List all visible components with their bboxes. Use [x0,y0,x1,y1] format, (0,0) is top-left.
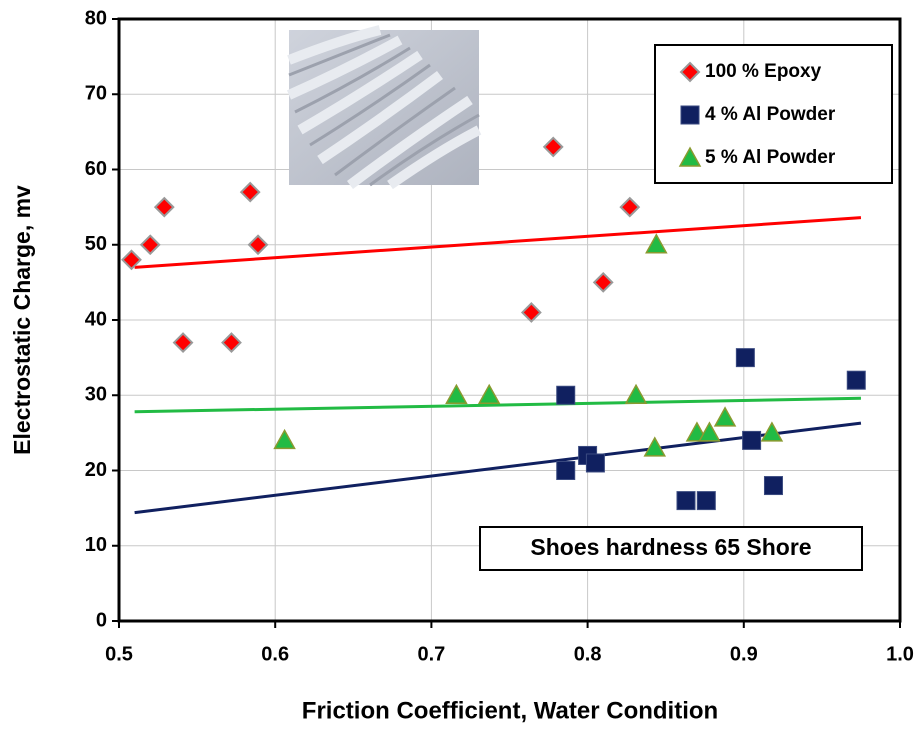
trend-line [134,421,862,515]
x-tick-label: 0.6 [261,643,289,665]
y-tick-label: 70 [85,83,107,105]
legend-label: 4 % Al Powder [705,104,836,125]
triangle-marker [698,421,721,442]
x-tick-label: 1.0 [886,643,914,665]
y-axis-label: Electrostatic Charge, mv [9,185,35,455]
x-tick-label: 0.8 [574,643,602,665]
diamond-marker [679,61,701,83]
legend-label: 100 % Epoxy [705,61,822,82]
square-marker [676,491,696,511]
inset-photo [286,25,482,190]
annotation: Shoes hardness 65 Shore [530,534,811,560]
diamond-marker [153,196,175,218]
legend-label: 5 % Al Powder [705,147,836,168]
diamond-marker [592,271,614,293]
square-marker [556,461,576,480]
triangle-marker [713,406,737,427]
y-tick-label: 40 [85,308,107,330]
trend-line [134,396,861,414]
y-tick-label: 0 [96,609,107,631]
diamond-marker [619,196,641,218]
triangle-marker [273,428,296,450]
diamond-marker [139,234,161,256]
diamond-marker [247,234,269,256]
diamond-marker [542,136,564,158]
plot-frame [117,17,902,623]
square-marker [846,370,866,390]
y-tick-label: 10 [85,534,107,556]
square-marker [763,476,783,496]
square-marker [556,385,576,405]
square-marker [742,430,762,450]
annotation-box [479,526,863,571]
x-tick-label: 0.5 [105,643,133,665]
y-tick-label: 60 [85,158,107,180]
x-axis-label: Friction Coefficient, Water Condition [302,697,718,724]
triangle-marker [645,233,668,254]
y-tick-label: 20 [85,459,107,481]
triangle-marker [445,383,468,404]
square-marker [680,105,700,125]
triangle-marker [477,383,501,404]
triangle-marker [643,436,667,457]
x-tick-label: 0.9 [730,643,758,665]
y-tick-label: 30 [85,384,107,406]
diamond-marker [121,249,142,271]
diamond-marker [239,181,261,203]
square-marker [735,348,755,368]
triangle-marker [678,146,702,167]
square-marker [696,491,716,511]
diamond-marker [172,332,194,353]
diamond-marker [221,332,242,353]
y-tick-label: 50 [85,233,107,255]
y-tick-label: 80 [85,7,107,29]
square-marker [585,453,605,473]
triangle-marker [760,421,784,442]
diamond-marker [520,302,542,323]
x-tick-label: 0.7 [417,643,445,665]
trend-line [134,216,862,269]
triangle-marker [624,383,648,404]
